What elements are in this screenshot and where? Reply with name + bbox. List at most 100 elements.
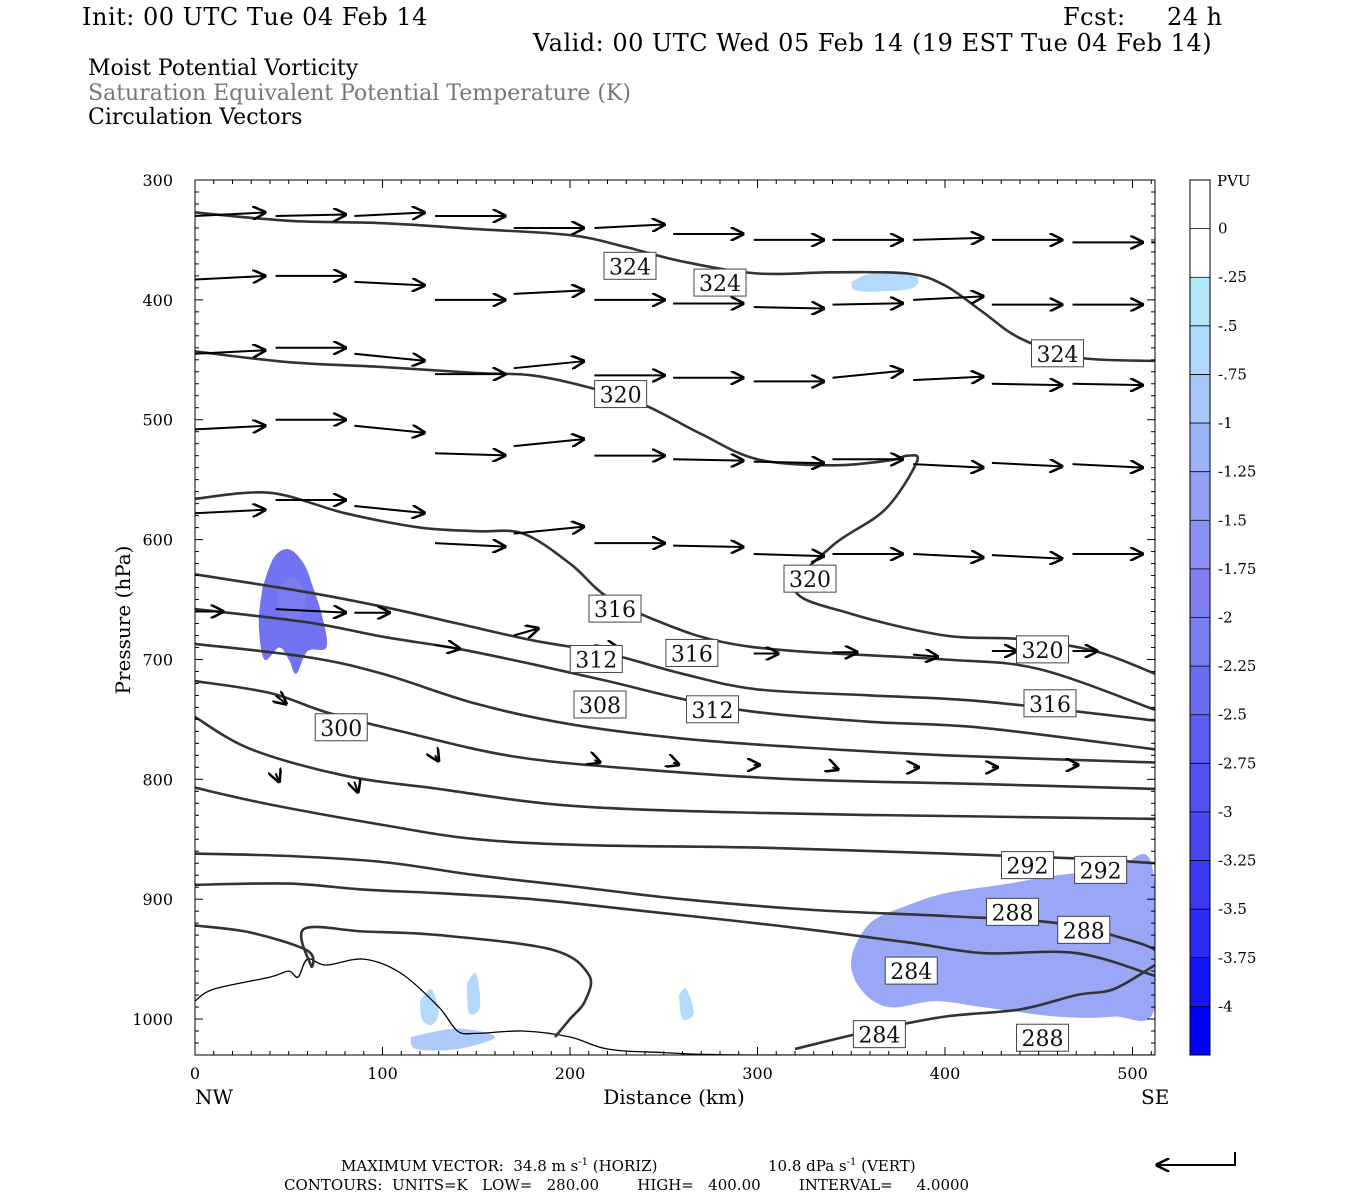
contour-label-box-6 <box>588 594 642 623</box>
contour-label-7: 316 <box>671 642 713 667</box>
reference-vector-arrow <box>1157 1152 1236 1165</box>
colorbar-label: -.5 <box>1218 317 1237 335</box>
vector-33 <box>832 371 903 378</box>
footer-contour-info: CONTOURS: UNITS=K LOW= 280.00 HIGH= 400.… <box>284 1176 970 1194</box>
contour-label-5: 320 <box>1022 639 1064 664</box>
y-tick-label: 500 <box>142 411 173 430</box>
vector-21 <box>832 303 903 304</box>
colorbar-units: PVU <box>1217 172 1251 190</box>
y-axis-label: Pressure (hPa) <box>111 546 135 695</box>
contour-320 <box>195 350 1155 676</box>
colorbar-label: -1.75 <box>1218 560 1256 578</box>
contour-label-13: 292 <box>1007 855 1049 880</box>
vector-72 <box>276 695 287 703</box>
vector-17 <box>513 290 584 294</box>
contour-304 <box>195 642 1155 764</box>
x-tick-label: 300 <box>742 1064 773 1083</box>
contour-label-box-3 <box>594 380 648 409</box>
contour-label-box-11 <box>573 690 627 719</box>
contour-label-box-14 <box>1074 855 1128 884</box>
field-title-vectors: Circulation Vectors <box>88 105 303 130</box>
field-title-theta: Saturation Equivalent Potential Temperat… <box>88 81 631 106</box>
pv-region-2 <box>851 271 919 292</box>
colorbar-swatch <box>1190 617 1210 667</box>
colorbar-label: -2 <box>1218 609 1233 627</box>
pv-core <box>277 577 306 622</box>
colorbar-swatch <box>1190 957 1210 1007</box>
vector-39 <box>354 426 424 433</box>
vector-40 <box>434 453 505 455</box>
contour-label-box-1 <box>693 268 747 297</box>
forecast-label: Fcst: <box>1063 3 1126 31</box>
x-tick-label: 500 <box>1117 1064 1148 1083</box>
colorbar-swatch <box>1190 811 1210 862</box>
colorbar-swatch <box>1190 666 1210 716</box>
colorbar-label: -2.75 <box>1218 754 1256 772</box>
contour-label-0: 324 <box>609 255 651 280</box>
colorbar-label: -4 <box>1218 997 1233 1015</box>
vector-64 <box>434 645 460 649</box>
vector-52 <box>434 543 505 547</box>
vector-55 <box>673 546 743 547</box>
contour-288b <box>195 882 1155 978</box>
colorbar-swatch <box>1190 909 1210 959</box>
axes: 300 400 500 600 700 800 900 1000 0 100 200 300 400 50… <box>132 171 1155 1083</box>
colorbar-swatch <box>1190 860 1210 910</box>
contour-label-9: 312 <box>575 648 617 673</box>
colorbar-swatch <box>1190 714 1210 764</box>
contour-label-3: 320 <box>600 384 642 409</box>
contour-label-box-7 <box>665 638 719 667</box>
vector-49 <box>195 510 265 514</box>
vector-0 <box>195 212 265 216</box>
vector-58 <box>913 554 983 558</box>
colorbar-label: -.25 <box>1218 268 1247 286</box>
vector-20 <box>753 307 824 308</box>
pv-region-6 <box>410 1028 495 1051</box>
pv-region-4 <box>466 972 481 1015</box>
colorbar-swatch <box>1190 325 1210 375</box>
pv-region-5 <box>678 988 694 1021</box>
vector-15 <box>354 282 424 286</box>
vector-65 <box>513 628 539 635</box>
colorbar-swatch <box>1190 374 1210 424</box>
vector-46 <box>913 464 983 468</box>
contour-label-box-12 <box>314 713 368 742</box>
colorbar-label: -2.25 <box>1218 657 1256 675</box>
vector-59 <box>991 555 1062 559</box>
y-tick-label: 900 <box>142 890 173 909</box>
vector-2 <box>354 212 424 216</box>
contour-label-box-17 <box>1016 1023 1069 1052</box>
vector-74 <box>435 755 439 761</box>
contour-label-15: 288 <box>992 901 1034 926</box>
vector-43 <box>673 459 743 460</box>
footer-vert-vector: 10.8 dPa s-1 (VERT) <box>768 1157 916 1175</box>
contour-label-18: 284 <box>890 960 932 985</box>
field-title-pv: Moist Potential Vorticity <box>88 56 359 81</box>
contour-label-17: 288 <box>1022 1027 1064 1052</box>
circulation-vectors <box>195 212 1155 792</box>
x-tick-label: 100 <box>367 1064 398 1083</box>
colorbar-label: -1.25 <box>1218 463 1256 481</box>
contour-label-6: 316 <box>594 598 636 623</box>
vector-36 <box>1072 384 1143 385</box>
colorbar-label: 0 <box>1218 220 1228 238</box>
colorbar: 0 -.25 -.5 -.75 -1 -1.25 -1.5 -1.75 -2 -2.25 -2.5 -… <box>1189 179 1256 1056</box>
x-left-label: NW <box>195 1085 234 1109</box>
contour-label-box-13 <box>1001 851 1054 880</box>
colorbar-label: -3.25 <box>1218 852 1256 870</box>
contour-label-16: 288 <box>1063 919 1105 944</box>
contour-label-4: 320 <box>789 568 831 593</box>
contour-label-box-18 <box>884 956 938 985</box>
footer-max-vector: MAXIMUM VECTOR: 34.8 m s-1 (HORIZ) <box>341 1157 658 1175</box>
contour-labels: 324 324 324 320 320 320 316 316 316 312 312 308 300 2… <box>314 251 1128 1052</box>
x-right-label: SE <box>1141 1085 1169 1109</box>
terrain-line <box>195 958 1155 1055</box>
contour-label-12: 300 <box>320 717 362 742</box>
x-tick-label: 0 <box>190 1064 200 1083</box>
vector-51 <box>354 506 424 513</box>
contour-label-10: 312 <box>692 699 734 724</box>
colorbar-label: -3.75 <box>1218 949 1256 967</box>
x-axis-label: Distance (km) <box>603 1085 745 1109</box>
contour-label-box-16 <box>1057 915 1111 944</box>
